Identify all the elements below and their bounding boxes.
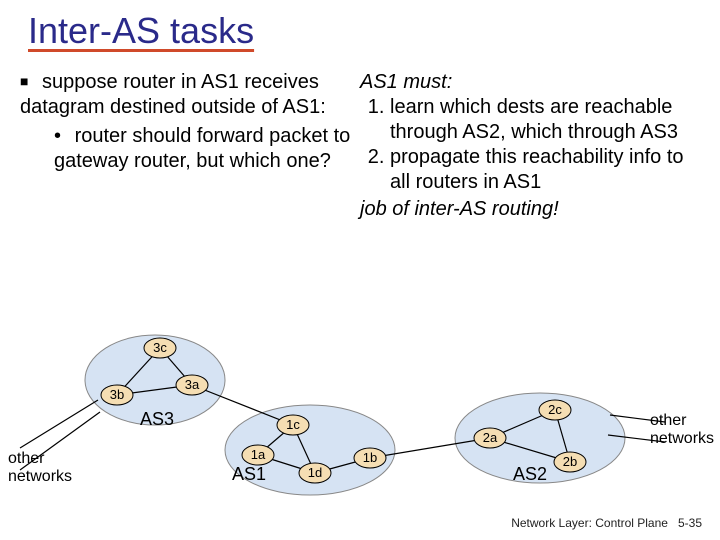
footer-page: 5-35 xyxy=(678,516,702,530)
numbered-list: learn which dests are reachable through … xyxy=(370,95,700,195)
network-diagram: 3c 3b 3a 1c 1a 1d 1b 2a 2c 2b AS3 AS1 AS2 xyxy=(0,330,720,510)
svg-text:1a: 1a xyxy=(251,447,266,462)
left-main-text: suppose router in AS1 receives datagram … xyxy=(20,71,326,118)
svg-text:1b: 1b xyxy=(363,450,377,465)
num-item-2: propagate this reachability info to all … xyxy=(390,145,700,195)
right-column: AS1 must: learn which dests are reachabl… xyxy=(360,70,700,222)
job-line: job of inter-AS routing! xyxy=(360,197,700,222)
other-networks-label: othernetworks xyxy=(650,412,714,447)
text-columns: suppose router in AS1 receives datagram … xyxy=(20,70,700,222)
left-bullet: suppose router in AS1 receives datagram … xyxy=(20,70,360,174)
must-heading: AS1 must: xyxy=(360,70,700,95)
svg-text:3c: 3c xyxy=(153,340,167,355)
page-title: Inter-AS tasks xyxy=(28,10,254,52)
svg-text:2a: 2a xyxy=(483,430,498,445)
svg-text:1d: 1d xyxy=(308,465,322,480)
num-item-1-text: learn which dests are reachable through … xyxy=(390,96,678,143)
svg-text:3a: 3a xyxy=(185,377,200,392)
svg-text:3b: 3b xyxy=(110,387,124,402)
other-networks-label: othernetworks xyxy=(8,450,72,485)
svg-text:AS1: AS1 xyxy=(232,464,266,484)
left-sub-bullet: router should forward packet to gateway … xyxy=(54,124,360,174)
svg-text:1c: 1c xyxy=(286,417,300,432)
footer-text: Network Layer: Control Plane xyxy=(511,516,668,530)
footer: Network Layer: Control Plane 5-35 xyxy=(511,516,702,530)
left-sub-text: router should forward packet to gateway … xyxy=(54,125,350,172)
num-item-2-text: propagate this reachability info to all … xyxy=(390,146,684,193)
left-column: suppose router in AS1 receives datagram … xyxy=(20,70,360,222)
num-item-1: learn which dests are reachable through … xyxy=(390,95,700,145)
svg-text:2c: 2c xyxy=(548,402,562,417)
svg-text:2b: 2b xyxy=(563,454,577,469)
svg-text:AS2: AS2 xyxy=(513,464,547,484)
svg-text:AS3: AS3 xyxy=(140,409,174,429)
